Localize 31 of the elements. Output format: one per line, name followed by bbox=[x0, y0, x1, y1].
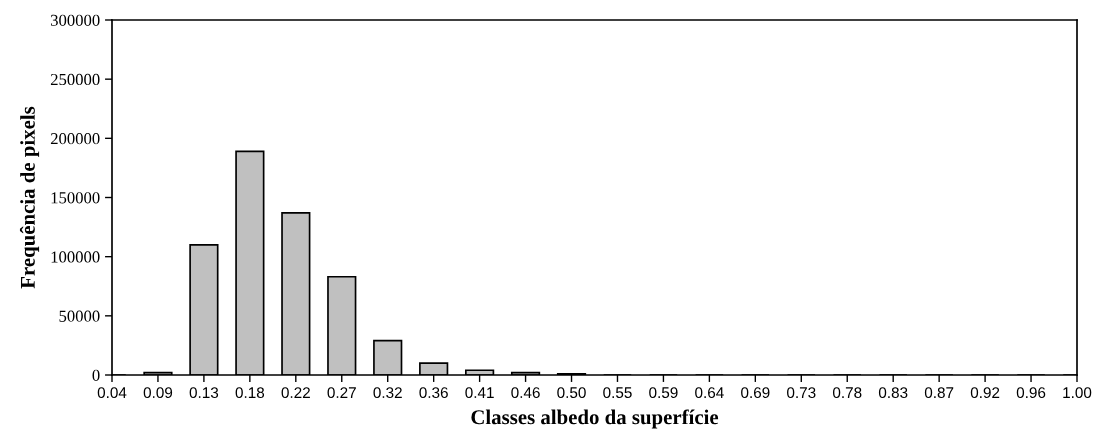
x-tick-label: 0.36 bbox=[419, 387, 448, 399]
y-tick-label: 250000 bbox=[50, 73, 100, 86]
x-tick-label: 0.41 bbox=[465, 387, 494, 399]
y-axis-title: Frequência de pixels bbox=[19, 106, 40, 289]
x-tick-label: 0.50 bbox=[557, 387, 586, 399]
y-tick-label: 150000 bbox=[51, 192, 100, 204]
y-tick-label: 100000 bbox=[51, 251, 100, 263]
x-tick-label: 0.27 bbox=[327, 387, 356, 399]
x-tick-label: 0.32 bbox=[373, 387, 402, 399]
x-tick-label: 0.09 bbox=[143, 387, 173, 399]
x-tick-label: 0.96 bbox=[1016, 387, 1046, 399]
x-tick-label: 0.13 bbox=[189, 387, 219, 399]
x-tick-label: 0.92 bbox=[970, 387, 1000, 399]
x-tick-label: 0.64 bbox=[695, 387, 724, 399]
x-tick-label: 0.69 bbox=[741, 387, 770, 399]
x-tick-label: 0.59 bbox=[649, 387, 678, 399]
x-axis-title: Classes albedo da superfície bbox=[471, 409, 719, 429]
y-tick-label: 50000 bbox=[59, 310, 100, 322]
y-tick-label: 300000 bbox=[50, 14, 100, 26]
y-tick-label: 200000 bbox=[50, 133, 100, 145]
x-tick-label: 0.83 bbox=[878, 387, 908, 399]
x-tick-label: 0.73 bbox=[787, 387, 816, 399]
x-tick-label: 0.04 bbox=[97, 387, 127, 399]
x-tick-label: 0.18 bbox=[235, 387, 265, 399]
x-tick-label: 0.87 bbox=[924, 387, 954, 399]
y-tick-label: 0 bbox=[92, 369, 100, 381]
x-tick-label: 1.00 bbox=[1063, 387, 1092, 399]
x-tick-label: 0.22 bbox=[281, 387, 310, 399]
x-tick-label: 0.46 bbox=[511, 387, 540, 399]
x-tick-label: 0.78 bbox=[832, 387, 862, 399]
x-tick-label: 0.55 bbox=[603, 387, 632, 399]
